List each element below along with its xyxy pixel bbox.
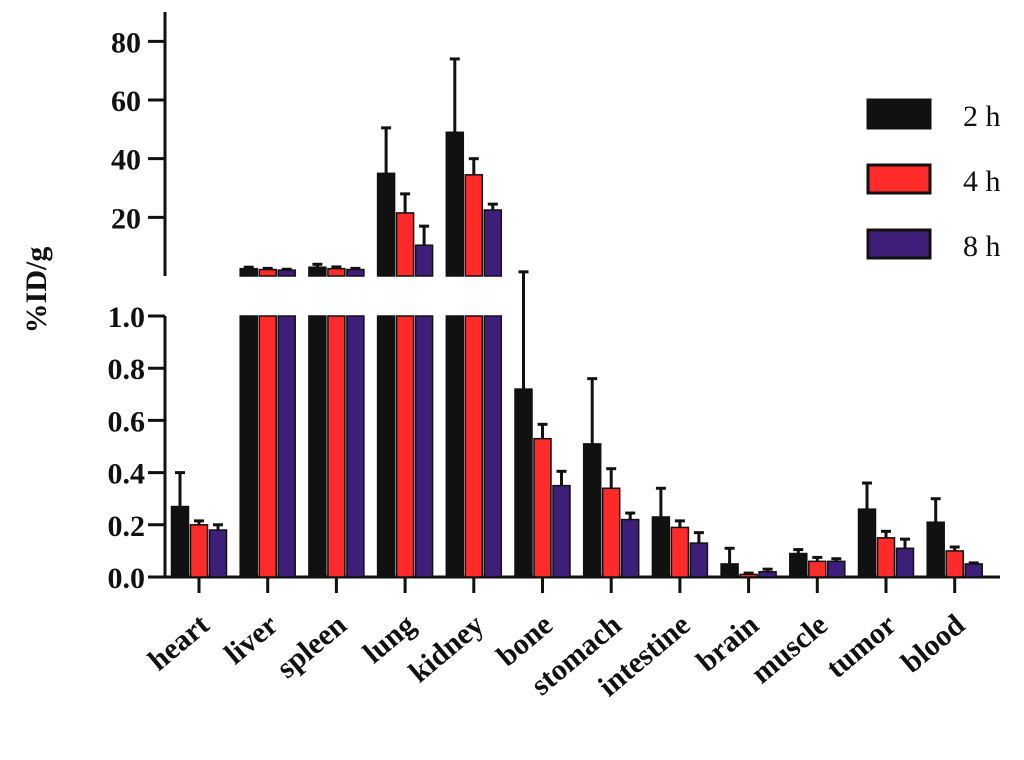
bar xyxy=(308,315,327,578)
bar xyxy=(346,315,365,578)
bar xyxy=(601,487,621,578)
x-tick-label: spleen xyxy=(270,608,353,685)
bar-upper-segment xyxy=(277,269,296,277)
bar xyxy=(445,315,465,578)
bar xyxy=(720,563,739,578)
bar-upper-segment xyxy=(327,267,346,277)
x-tick-label: tumor xyxy=(820,608,902,685)
bar xyxy=(170,505,190,578)
bar xyxy=(758,571,777,578)
legend-label: 8 h xyxy=(963,230,1001,263)
bar-upper-segment xyxy=(464,174,484,277)
y-tick-label-lower: 0.8 xyxy=(108,353,146,386)
legend-label: 4 h xyxy=(963,165,1001,198)
legend-swatch xyxy=(866,98,932,130)
bar-upper-segment xyxy=(376,172,396,277)
bar-upper-segment xyxy=(308,266,327,277)
bar xyxy=(327,315,346,578)
bar xyxy=(189,524,209,578)
bar xyxy=(827,560,846,578)
bar xyxy=(208,529,228,578)
bar xyxy=(808,560,827,578)
bar xyxy=(964,563,983,578)
x-tick-label: kidney xyxy=(403,608,491,689)
y-axis-label: %ID/g xyxy=(20,247,53,334)
bar xyxy=(239,315,258,578)
bar-upper-segment xyxy=(414,244,434,277)
y-tick-label-lower: 0.6 xyxy=(108,405,146,438)
legend-label: 2 h xyxy=(963,100,1001,133)
error-bars xyxy=(175,57,979,575)
y-tick-label-upper: 20 xyxy=(111,202,141,235)
bar xyxy=(277,315,296,578)
bar xyxy=(464,315,484,578)
bar xyxy=(739,573,758,578)
bar-upper-segment xyxy=(239,267,258,277)
bar-upper-segment xyxy=(346,268,365,277)
bar xyxy=(789,552,808,578)
bar xyxy=(926,521,945,578)
bar xyxy=(582,443,602,578)
legend-swatch xyxy=(866,163,932,195)
bar xyxy=(651,516,671,578)
bar xyxy=(670,526,690,578)
x-tick-label: blood xyxy=(895,608,971,680)
bars xyxy=(170,131,983,578)
bar-upper-segment xyxy=(445,131,465,277)
bar xyxy=(689,542,709,578)
bar xyxy=(395,315,415,578)
y-tick-label-lower: 0.0 xyxy=(108,562,146,595)
y-tick-label-lower: 0.4 xyxy=(108,458,146,491)
bar xyxy=(514,388,533,578)
bar xyxy=(857,508,877,578)
bar xyxy=(258,315,277,578)
bar-upper-segment xyxy=(483,209,503,277)
bar xyxy=(533,437,552,578)
bar xyxy=(414,315,434,578)
legend-swatch xyxy=(866,228,932,260)
x-tick-label: muscle xyxy=(745,608,834,690)
bar-upper-segment xyxy=(395,212,415,277)
y-tick-label-upper: 80 xyxy=(111,26,141,59)
bar xyxy=(876,537,896,578)
bar xyxy=(376,315,396,578)
x-tick-label: heart xyxy=(142,608,216,677)
bar xyxy=(552,484,571,578)
bar xyxy=(483,315,503,578)
bar xyxy=(895,547,915,578)
y-tick-label-lower: 0.2 xyxy=(108,510,146,543)
y-tick-label-upper: 60 xyxy=(111,85,141,118)
bar xyxy=(620,518,640,578)
legend: 2 h 4 h 8 h xyxy=(866,98,1001,263)
axes: 20 40 60 80 0.0 0.2 0.4 0.6 0.8 1.0 xyxy=(108,12,1000,595)
y-tick-label-lower: 1.0 xyxy=(108,301,146,334)
bar xyxy=(945,550,964,578)
y-tick-label-upper: 40 xyxy=(111,144,141,177)
bar-upper-segment xyxy=(258,268,277,277)
